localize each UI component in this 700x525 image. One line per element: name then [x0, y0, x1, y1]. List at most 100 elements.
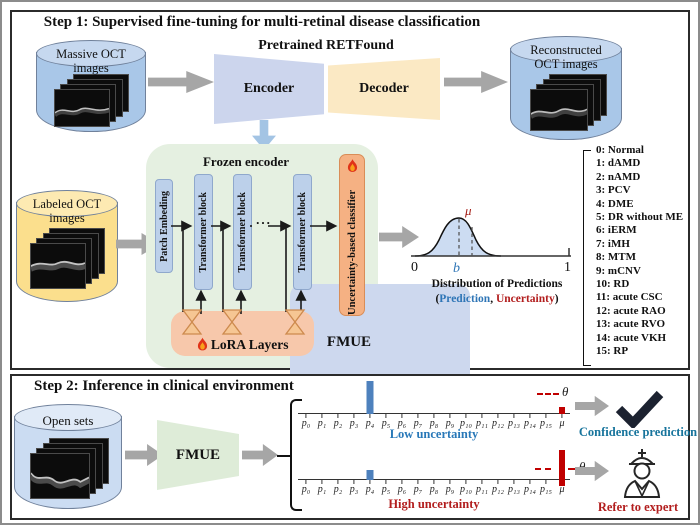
axis-tick	[337, 414, 339, 418]
theta-threshold-dash	[537, 393, 559, 395]
axis-tick	[497, 480, 499, 484]
cylinder-label: Labeled OCT images	[16, 197, 118, 225]
flame-icon	[197, 337, 207, 351]
axis-tick-label: p₇	[413, 484, 423, 495]
axis-tick	[305, 414, 307, 418]
axis-tick-label: μ	[559, 418, 565, 429]
axis-tick-label: p₆	[397, 484, 407, 495]
flow-arrow-right-icon	[444, 70, 508, 94]
uncertainty-bar-red	[559, 450, 565, 486]
class-list-item: 10: RD	[596, 278, 630, 291]
axis-tick-label: p₈	[429, 418, 439, 429]
cylinder-label-line2: images	[73, 60, 109, 75]
axis-tick	[369, 480, 371, 484]
oct-image-stack	[530, 74, 607, 131]
transformer-block-label: Transformer block	[198, 191, 209, 273]
oct-scan-image	[30, 243, 86, 289]
theta-threshold-dash	[535, 468, 551, 470]
axis-tick-label: p₄	[365, 418, 375, 429]
patch-embedding-label: Patch Embeding	[158, 190, 170, 262]
axis-tick-label: p₇	[413, 418, 423, 429]
reconstructed-oct-cylinder: Reconstructed OCT images	[510, 36, 622, 140]
axis-tick-label: p₁₃	[508, 418, 520, 429]
cylinder-label-line1: Massive OCT	[56, 47, 126, 61]
prediction-word: Prediction	[439, 293, 491, 305]
axis-tick	[433, 414, 435, 418]
axis-tick-label: p₁₅	[540, 418, 552, 429]
axis-tick	[385, 480, 387, 484]
encoder-label: Encoder	[243, 81, 295, 96]
axis-tick	[481, 480, 483, 484]
fmue-trapezoid: FMUE	[157, 420, 239, 490]
axis-tick-label: p₃	[349, 484, 359, 495]
axis-tick-label: p₉	[445, 418, 455, 429]
axis-tick	[401, 480, 403, 484]
axis-tick-label: p₁₄	[524, 418, 536, 429]
theta-label: θ	[562, 384, 569, 399]
flow-arrow-right-icon	[575, 395, 609, 417]
class-list-item: 3: PCV	[596, 184, 631, 197]
flow-arrow-right-icon	[148, 70, 214, 94]
axis-tick	[353, 480, 355, 484]
axis-tick-label: p₁₀	[460, 418, 472, 429]
prediction-bar-blue	[366, 470, 374, 480]
axis-tick	[401, 414, 403, 418]
axis-tick-label: p₁	[317, 418, 327, 429]
axis-tick-label: p₅	[381, 484, 391, 495]
axis-tick-label: p₁	[317, 484, 327, 495]
cylinder-label: Massive OCT images	[36, 47, 146, 75]
flame-icon	[347, 159, 357, 172]
probability-axis-low: p₀ p₁ p₂ p₃ p₄ p₅ p₆ p₇ p₈ p₉ p₁₀ p₁₁ p₁₂ p₁₃ p₁₄ p₁₅ μ …	[298, 378, 570, 442]
cylinder-top	[510, 36, 622, 63]
transformer-block-label: Transformer block	[237, 191, 248, 273]
prediction-bar-blue	[366, 381, 374, 414]
transformer-block-label: Transformer block	[297, 191, 308, 273]
cylinder-label-line1: Reconstructed	[530, 43, 602, 57]
axis-tick-label: p₁₃	[508, 484, 520, 495]
axis-tick-label: p₅	[381, 418, 391, 429]
axis-line	[298, 413, 570, 414]
axis-tick-label: p₁₀	[460, 484, 472, 495]
axis-tick	[417, 414, 419, 418]
axis-tick-label: p₁₂	[492, 418, 504, 429]
paren: (	[435, 293, 440, 305]
doctor-icon	[623, 449, 661, 498]
cylinder-label-line2: OCT images	[534, 56, 598, 71]
class-list-item: 11: acute CSC	[596, 291, 663, 304]
uncertainty-classifier: Uncertainty-based classifier	[339, 154, 365, 316]
axis-tick	[449, 480, 451, 484]
paren: )	[554, 293, 559, 305]
uncertainty-word: Uncertainty	[495, 293, 555, 305]
dist-x1-label: 1	[564, 260, 571, 274]
axis-tick-label: p₀	[301, 418, 311, 429]
oct-scan-image	[54, 89, 110, 127]
axis-tick	[513, 480, 515, 484]
axis-tick-label: p₈	[429, 484, 439, 495]
axis-tick	[481, 414, 483, 418]
cylinder-label-line1: Open sets	[42, 413, 94, 428]
axis-tick	[305, 480, 307, 484]
oct-image-stack	[30, 228, 105, 289]
transformer-block-3: Transformer block	[293, 174, 312, 290]
axis-tick	[529, 480, 531, 484]
dist-mu-label: μ	[464, 204, 472, 218]
axis-line	[298, 479, 570, 480]
axis-tick	[337, 480, 339, 484]
class-list-item: 4: DME	[596, 197, 634, 210]
axis-tick	[561, 414, 563, 418]
flow-arrow-right-icon	[242, 443, 278, 467]
patch-embedding-block: Patch Embeding	[155, 179, 173, 273]
axis-tick-label: p₂	[333, 484, 343, 495]
oct-image-stack	[30, 438, 109, 499]
axis-tick-label: p₁₁	[476, 418, 488, 429]
class-list-item: 6: iERM	[596, 224, 637, 237]
class-list-item: 7: iMH	[596, 237, 630, 250]
fmue-trapezoid-label: FMUE	[175, 446, 221, 463]
open-sets-cylinder: Open sets	[14, 404, 122, 509]
fmue-label: FMUE	[326, 334, 372, 350]
cylinder-label-line2: images	[49, 210, 85, 225]
axis-tick	[385, 414, 387, 418]
labeled-oct-cylinder: Labeled OCT images	[16, 190, 118, 302]
axis-tick-label: p₁₁	[476, 484, 488, 495]
axis-tick	[321, 414, 323, 418]
